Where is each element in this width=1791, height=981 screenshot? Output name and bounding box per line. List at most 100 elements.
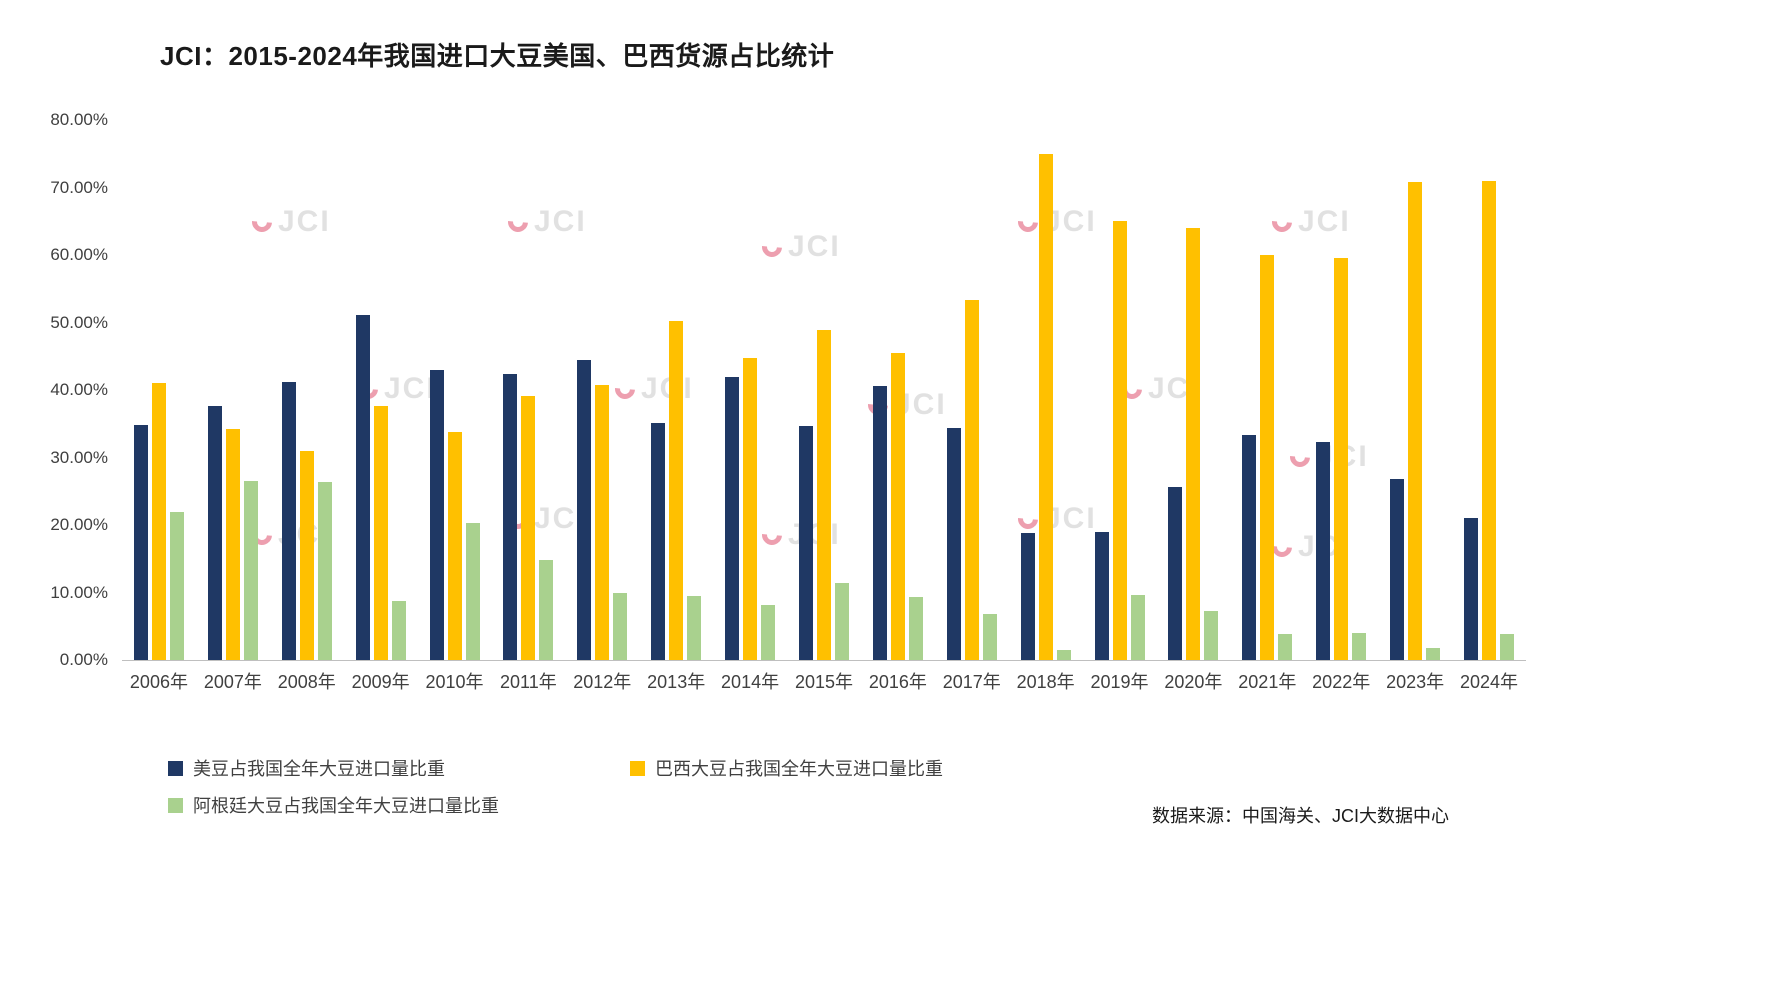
legend-label: 阿根廷大豆占我国全年大豆进口量比重 <box>193 796 499 816</box>
bar-group <box>1009 121 1083 660</box>
legend-swatch <box>168 797 183 813</box>
bar <box>1112 221 1127 660</box>
bar <box>355 315 370 660</box>
bar-group <box>344 121 418 660</box>
bar-group <box>196 121 270 660</box>
bar-group <box>1378 121 1452 660</box>
y-tick-label: 50.00% <box>50 312 108 332</box>
bar <box>651 423 666 660</box>
y-tick-label: 0.00% <box>59 650 108 669</box>
legend-label: 美豆占我国全年大豆进口量比重 <box>193 759 445 779</box>
bar <box>725 376 740 660</box>
x-tick-label: 2008年 <box>277 672 336 692</box>
bar <box>169 511 184 660</box>
bar <box>243 481 258 660</box>
bar <box>890 352 905 660</box>
bar-group <box>418 121 492 660</box>
bar <box>133 425 148 660</box>
y-tick-label: 40.00% <box>50 380 108 399</box>
plot-area <box>122 121 1526 661</box>
x-axis: 2006年 2007年 2008年 2009年 2010年 2011年 2012年 2013年… <box>122 668 1526 694</box>
x-tick-label: 2024年 <box>1459 672 1518 692</box>
bar <box>447 431 462 660</box>
bar <box>151 383 166 660</box>
x-tick-label: 2009年 <box>351 672 410 692</box>
bar-group <box>639 121 713 660</box>
bar-group <box>122 121 196 660</box>
bar <box>761 605 776 660</box>
bar <box>834 583 849 660</box>
x-tick-label: 2007年 <box>203 672 262 692</box>
bar <box>1168 486 1183 660</box>
bar <box>539 560 554 660</box>
bar <box>465 522 480 660</box>
bar-group <box>491 121 565 660</box>
bar <box>613 592 628 660</box>
x-tick-label: 2023年 <box>1386 672 1445 692</box>
x-tick-label: 2019年 <box>1090 672 1149 692</box>
bar <box>798 425 813 660</box>
legend-label: 巴西大豆占我国全年大豆进口量比重 <box>655 759 943 779</box>
bar-group <box>1156 121 1230 660</box>
bar-group <box>1452 121 1526 660</box>
legend-item: 巴西大豆占我国全年大豆进口量比重 <box>630 755 943 781</box>
bar <box>317 482 332 660</box>
x-tick-label: 2010年 <box>425 672 484 692</box>
bar <box>687 595 702 660</box>
legend-swatch <box>168 760 183 776</box>
bar <box>1499 633 1514 660</box>
legend-item: 美豆占我国全年大豆进口量比重 <box>168 755 445 781</box>
bar <box>1278 634 1293 660</box>
bar <box>908 596 923 660</box>
bar <box>595 385 610 660</box>
bar <box>1408 182 1423 660</box>
bar <box>1316 441 1331 660</box>
bar-group <box>713 121 787 660</box>
y-tick-label: 30.00% <box>50 447 108 467</box>
bar <box>1020 533 1035 660</box>
bar <box>207 405 222 660</box>
source-note: 数据来源：中国海关、JCI大数据中心 <box>1152 806 1449 826</box>
bar <box>1130 594 1145 660</box>
bar <box>225 429 240 660</box>
y-tick-label: 60.00% <box>50 245 108 264</box>
x-tick-label: 2018年 <box>1016 672 1075 692</box>
bar-group <box>787 121 861 660</box>
x-tick-label: 2006年 <box>129 672 188 692</box>
x-tick-label: 2017年 <box>942 672 1001 692</box>
bar-group <box>1230 121 1304 660</box>
bar <box>429 369 444 660</box>
y-tick-label: 70.00% <box>50 177 108 197</box>
y-tick-label: 10.00% <box>50 582 108 602</box>
x-tick-label: 2012年 <box>573 672 632 692</box>
x-tick-label: 2015年 <box>794 672 853 692</box>
bar <box>816 329 831 660</box>
x-tick-label: 2016年 <box>868 672 927 692</box>
bar <box>1204 610 1219 660</box>
bar <box>1260 255 1275 660</box>
x-tick-label: 2011年 <box>500 672 557 692</box>
bar <box>1094 531 1109 660</box>
x-tick-label: 2014年 <box>721 672 780 692</box>
bar <box>1426 647 1441 660</box>
bar <box>1334 258 1349 660</box>
bar <box>503 374 518 660</box>
x-tick-label: 2020年 <box>1164 672 1223 692</box>
bar <box>1481 181 1496 660</box>
bar <box>1038 153 1053 660</box>
legend-swatch <box>630 760 645 776</box>
bar-group <box>1083 121 1157 660</box>
legend-item: 阿根廷大豆占我国全年大豆进口量比重 <box>168 792 499 818</box>
bar <box>743 358 758 660</box>
y-axis: 80.00% 70.00% 60.00% 50.00% 40.00% 30.00% 20.0… <box>0 110 108 669</box>
bar <box>1352 633 1367 660</box>
bar <box>391 600 406 660</box>
y-tick-label: 80.00% <box>50 110 108 129</box>
bar <box>373 406 388 660</box>
x-tick-label: 2022年 <box>1312 672 1371 692</box>
bar <box>946 428 961 660</box>
bar <box>299 450 314 660</box>
x-tick-label: 2013年 <box>647 672 706 692</box>
bar-group <box>861 121 935 660</box>
